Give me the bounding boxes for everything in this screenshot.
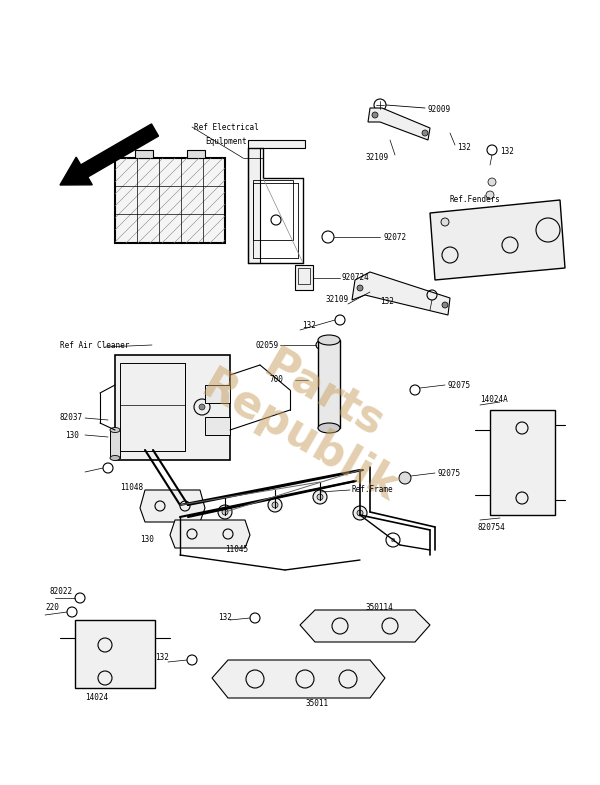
Text: 82022: 82022 xyxy=(50,587,73,597)
Circle shape xyxy=(218,505,232,519)
Text: 82037: 82037 xyxy=(60,414,83,422)
Bar xyxy=(298,268,310,284)
Text: 14024: 14024 xyxy=(85,693,108,703)
Circle shape xyxy=(488,178,496,186)
Polygon shape xyxy=(430,200,565,280)
Text: 132: 132 xyxy=(155,653,169,663)
Text: Ref.Fenders: Ref.Fenders xyxy=(450,195,501,205)
Bar xyxy=(490,410,555,515)
Circle shape xyxy=(313,490,327,504)
Text: 132: 132 xyxy=(380,298,394,306)
Text: 14024A: 14024A xyxy=(480,396,508,404)
Bar xyxy=(205,417,230,435)
Circle shape xyxy=(372,112,378,118)
Text: Ref Electrical: Ref Electrical xyxy=(194,122,259,132)
Text: 132: 132 xyxy=(302,320,316,330)
FancyArrow shape xyxy=(60,124,158,185)
Ellipse shape xyxy=(110,455,120,461)
Text: 32109: 32109 xyxy=(326,295,349,305)
Bar xyxy=(110,430,120,458)
Bar xyxy=(205,385,230,403)
Text: 130: 130 xyxy=(140,535,154,545)
Bar xyxy=(318,340,340,428)
Text: 92072: 92072 xyxy=(383,233,406,243)
Bar xyxy=(295,265,313,290)
Text: 35011: 35011 xyxy=(305,699,328,707)
Circle shape xyxy=(357,510,363,516)
Polygon shape xyxy=(300,610,430,642)
Text: Ref.Frame: Ref.Frame xyxy=(352,485,394,495)
Circle shape xyxy=(442,302,448,308)
Text: a: a xyxy=(391,537,395,543)
Circle shape xyxy=(268,498,282,512)
Text: 92075: 92075 xyxy=(437,469,460,477)
Text: 132: 132 xyxy=(457,144,471,152)
Text: 92075: 92075 xyxy=(447,381,470,389)
Text: 132: 132 xyxy=(500,148,514,156)
Bar xyxy=(115,355,230,460)
Circle shape xyxy=(272,502,278,508)
Text: Equlpment: Equlpment xyxy=(205,137,247,147)
Circle shape xyxy=(422,130,428,136)
Text: 132: 132 xyxy=(218,614,232,623)
Text: 02059: 02059 xyxy=(255,341,278,349)
Polygon shape xyxy=(170,520,250,548)
Circle shape xyxy=(222,509,228,515)
Text: 920724: 920724 xyxy=(342,273,370,283)
Circle shape xyxy=(399,472,411,484)
Text: 11045: 11045 xyxy=(225,546,248,554)
Text: Ref Air Cleaner: Ref Air Cleaner xyxy=(60,341,130,349)
Bar xyxy=(75,620,155,688)
Text: 220: 220 xyxy=(45,604,59,612)
Bar xyxy=(115,158,225,243)
Circle shape xyxy=(486,191,494,199)
Text: 700: 700 xyxy=(270,375,284,385)
Bar xyxy=(120,363,185,451)
Text: 820754: 820754 xyxy=(478,524,506,532)
Text: 92009: 92009 xyxy=(427,105,450,115)
Circle shape xyxy=(441,218,449,226)
Text: 32109: 32109 xyxy=(365,154,388,162)
Polygon shape xyxy=(248,140,305,263)
Bar xyxy=(135,150,153,158)
Polygon shape xyxy=(368,108,430,140)
Circle shape xyxy=(353,506,367,520)
Bar xyxy=(187,150,205,158)
Ellipse shape xyxy=(318,423,340,433)
Ellipse shape xyxy=(110,428,120,433)
Circle shape xyxy=(199,404,205,410)
Circle shape xyxy=(357,285,363,291)
Polygon shape xyxy=(352,272,450,315)
Circle shape xyxy=(317,494,323,500)
Polygon shape xyxy=(140,490,205,522)
Polygon shape xyxy=(212,660,385,698)
Bar xyxy=(253,180,293,240)
Text: 350114: 350114 xyxy=(365,604,393,612)
Ellipse shape xyxy=(318,335,340,345)
Text: Parts
Republik: Parts Republik xyxy=(194,321,430,511)
Text: 11048: 11048 xyxy=(120,484,143,492)
Text: 130: 130 xyxy=(65,430,79,440)
